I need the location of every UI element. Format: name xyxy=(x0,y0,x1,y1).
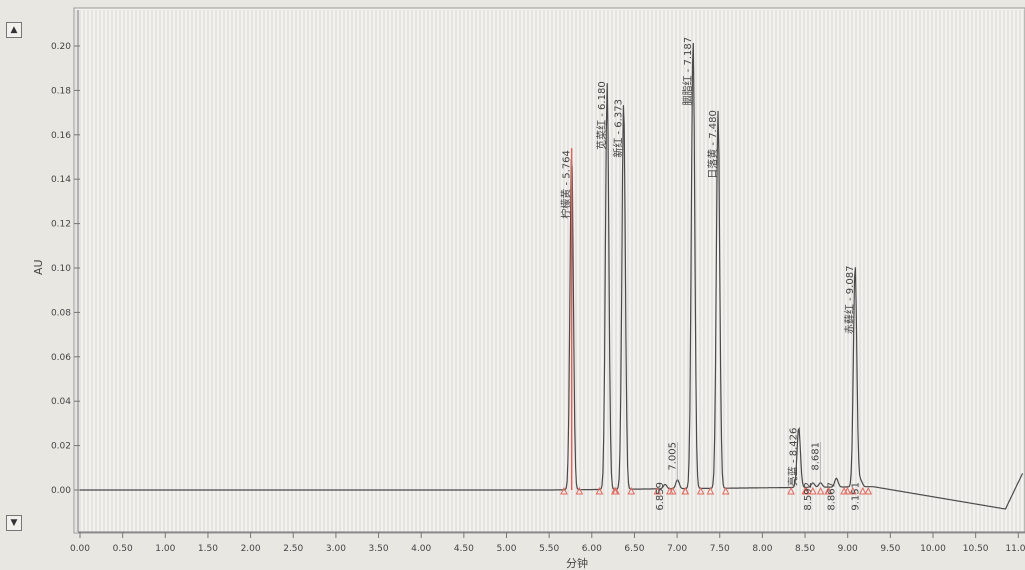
peak-boundary-marker xyxy=(696,486,705,495)
peak-boundary-marker xyxy=(864,486,873,495)
x-axis-label: 分钟 xyxy=(566,556,588,570)
x-tick-label: 4.00 xyxy=(411,544,431,554)
peak-boundary-marker xyxy=(706,486,715,495)
peak-boundary-marker xyxy=(575,486,584,495)
peak-boundary-marker xyxy=(787,486,795,495)
y-tick-label: 0.10 xyxy=(51,264,71,274)
scroll-up-button[interactable]: ▲ xyxy=(6,22,22,38)
peak-label: 苋菜红 - 6.180 xyxy=(595,81,608,150)
peak-boundary-marker xyxy=(843,486,852,495)
peak-boundary-marker xyxy=(801,486,810,495)
peak-boundary-marker xyxy=(560,486,568,495)
y-tick-label: 0.14 xyxy=(51,175,71,185)
x-tick-label: 5.00 xyxy=(496,544,516,554)
peak-boundary-marker xyxy=(666,486,674,495)
x-tick-label: 3.00 xyxy=(326,544,346,554)
x-tick-label: 7.00 xyxy=(667,544,687,554)
peak-boundary-marker xyxy=(721,486,730,495)
x-tick-label: 8.50 xyxy=(795,544,815,554)
x-tick-label: 2.50 xyxy=(283,544,303,554)
x-tick-label: 6.50 xyxy=(624,544,644,554)
peak-boundary-marker xyxy=(816,486,825,495)
y-tick-label: 0.08 xyxy=(51,308,71,318)
y-tick-label: 0.06 xyxy=(51,353,71,363)
x-tick-label: 1.50 xyxy=(198,544,218,554)
peak-label: 8.592 xyxy=(803,482,814,511)
x-tick-label: 2.00 xyxy=(241,544,261,554)
peak-boundary-marker xyxy=(824,486,833,495)
x-tick-label: 10.50 xyxy=(963,544,989,554)
peak-boundary-marker xyxy=(627,486,636,495)
peak-label: 日落黄 - 7.480 xyxy=(706,110,719,179)
peak-label: 9.151 xyxy=(851,482,862,511)
peak-boundary-marker xyxy=(849,486,857,495)
y-tick-label: 0.02 xyxy=(51,442,71,452)
x-tick-label: 0.00 xyxy=(70,544,90,554)
scroll-down-button[interactable]: ▼ xyxy=(6,515,22,531)
x-tick-label: 10.00 xyxy=(920,544,946,554)
y-tick-label: 0.18 xyxy=(51,86,71,96)
peak-label: 8.681 xyxy=(810,442,821,471)
x-tick-label: 0.50 xyxy=(113,544,133,554)
peak-boundary-marker xyxy=(809,486,817,495)
x-tick-label: 11.00 xyxy=(1005,544,1025,554)
peak-boundary-marker xyxy=(612,486,620,495)
y-tick-label: 0.12 xyxy=(51,220,71,230)
peak-label: 胭脂红 - 7.187 xyxy=(681,37,694,106)
peak-boundary-marker xyxy=(858,486,867,495)
peak-label: 柠檬黄 - 5.764 xyxy=(560,150,573,219)
peak-label: 赤藓红 - 9.087 xyxy=(843,266,856,335)
peak-boundary-marker xyxy=(681,486,690,495)
peak-label: 8.867 xyxy=(826,482,837,511)
trace-line xyxy=(80,42,1024,510)
y-tick-label: 0.16 xyxy=(51,131,71,141)
x-tick-label: 9.50 xyxy=(880,544,900,554)
x-tick-label: 9.00 xyxy=(838,544,858,554)
x-tick-label: 6.00 xyxy=(582,544,602,554)
plot-area xyxy=(73,7,1025,534)
x-tick-label: 5.50 xyxy=(539,544,559,554)
x-tick-label: 1.00 xyxy=(155,544,175,554)
peak-label: 7.005 xyxy=(668,442,679,471)
y-tick-label: 0.04 xyxy=(51,397,71,407)
y-tick-label: 0.00 xyxy=(51,486,71,496)
peak-boundary-marker xyxy=(595,486,604,495)
x-tick-label: 7.50 xyxy=(710,544,730,554)
x-tick-label: 3.50 xyxy=(369,544,389,554)
peak-boundary-marker xyxy=(653,486,662,495)
y-axis-label: AU xyxy=(32,259,45,275)
y-tick-label: 0.20 xyxy=(51,42,71,52)
x-tick-label: 4.50 xyxy=(454,544,474,554)
peak-label: 6.859 xyxy=(655,482,666,511)
x-tick-label: 8.00 xyxy=(752,544,772,554)
peak-label: 亮蓝 - 8.426 xyxy=(787,428,800,487)
peak-label: 新红 - 6.373 xyxy=(612,99,625,158)
